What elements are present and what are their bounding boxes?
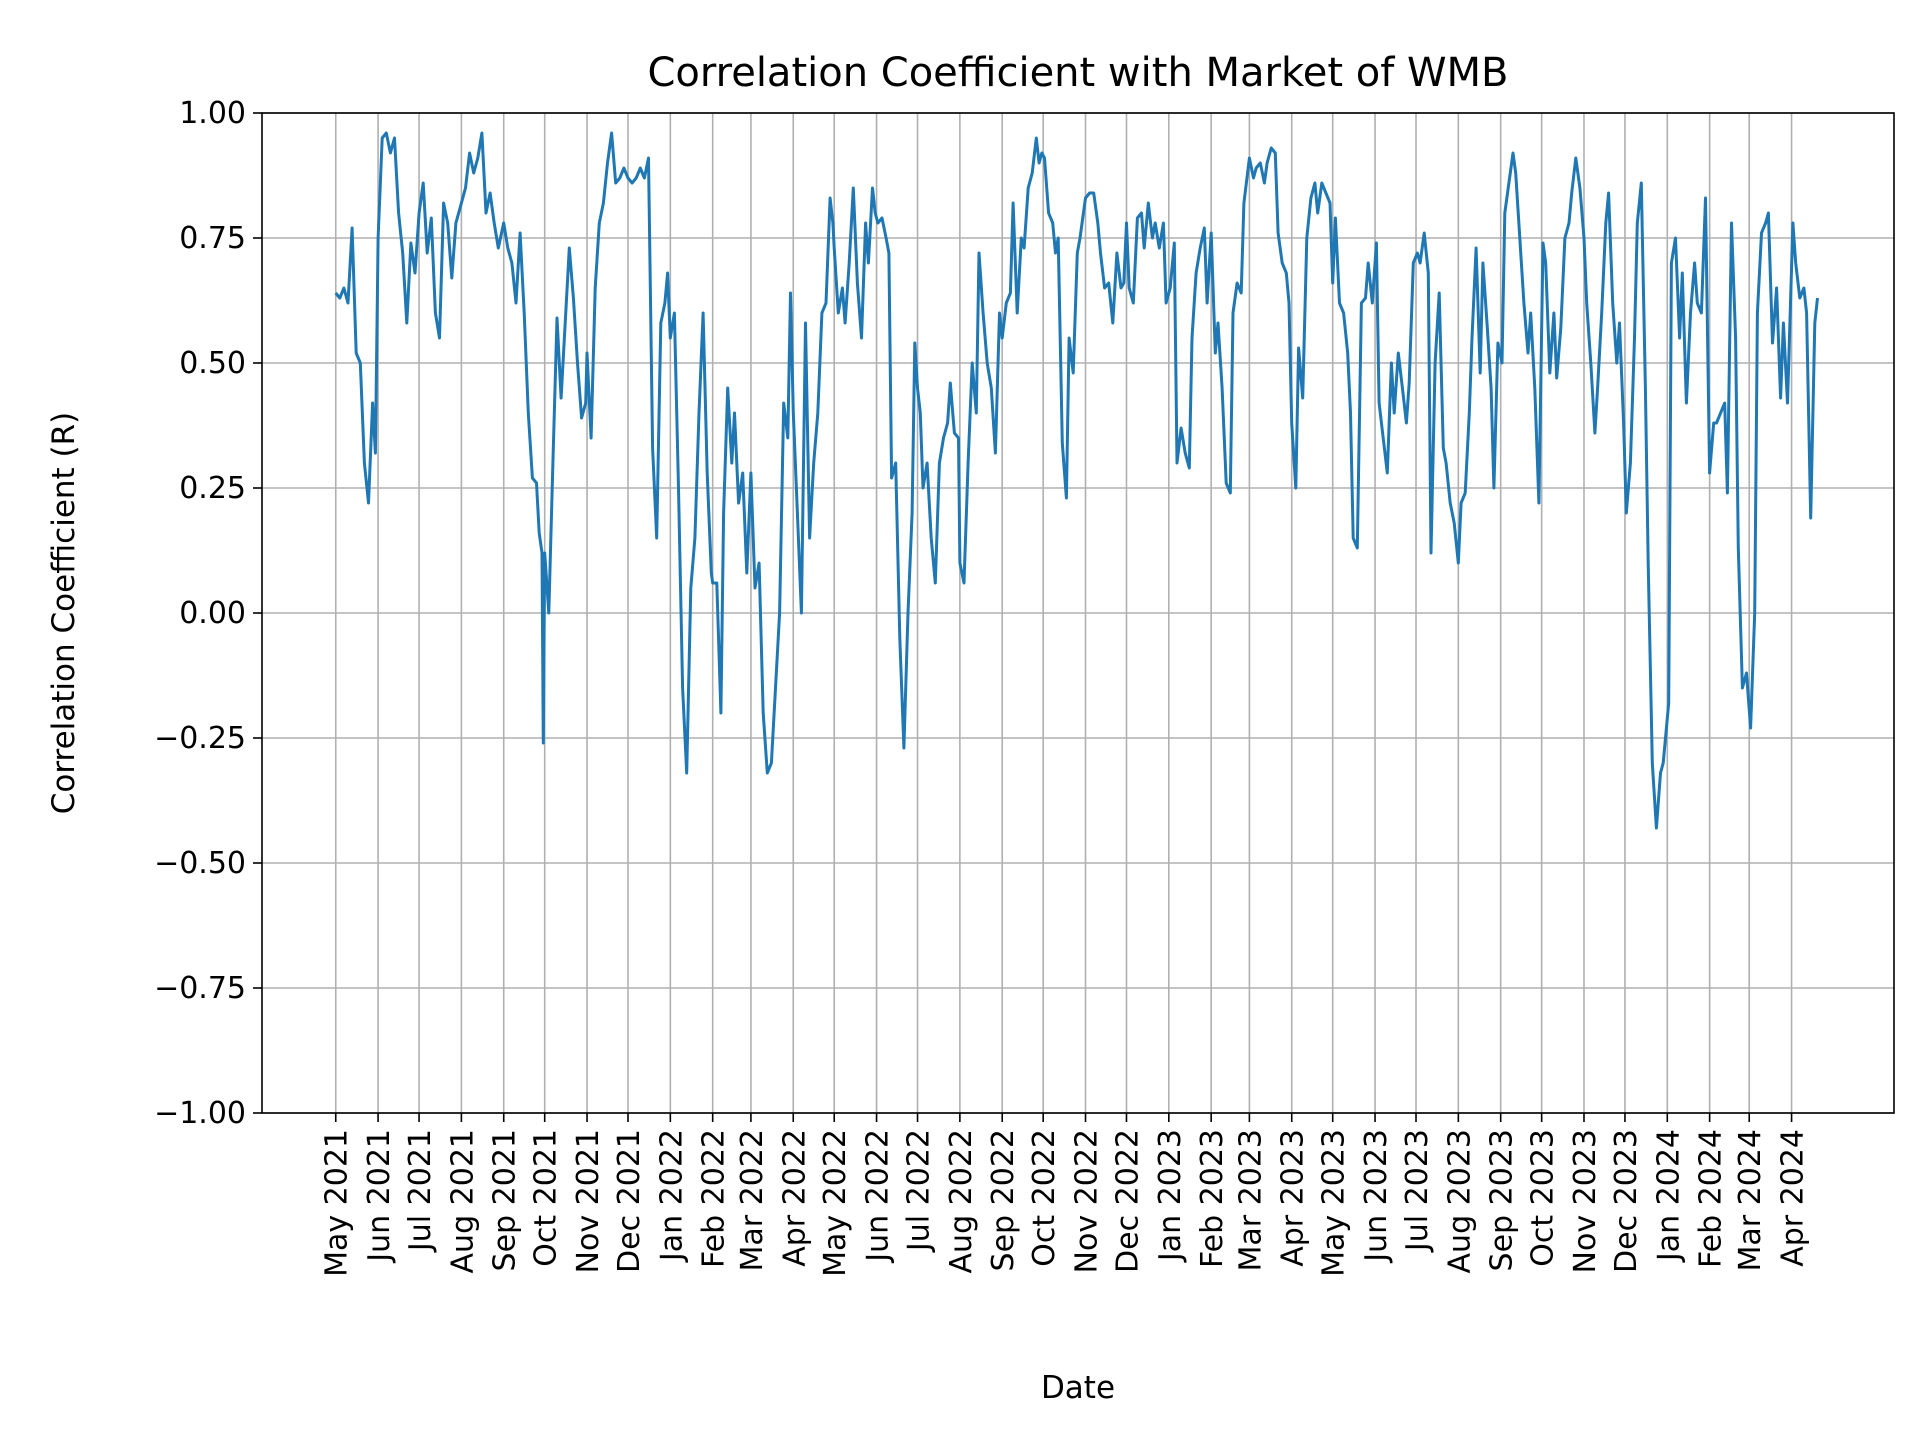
x-tick-label: May 2022 (818, 1129, 853, 1277)
x-tick-label: May 2021 (320, 1129, 355, 1277)
x-tick-label: Feb 2022 (697, 1129, 732, 1268)
y-axis-label: Correlation Coefficient (R) (46, 412, 82, 815)
x-tick-label: Feb 2023 (1195, 1129, 1230, 1268)
y-tick-label: 1.00 (179, 96, 246, 131)
x-tick-label: Mar 2024 (1733, 1129, 1768, 1272)
y-tick-label: −1.00 (154, 1096, 246, 1131)
x-tick-label: Sep 2022 (986, 1129, 1021, 1271)
y-axis-ticks: −1.00 −0.75 −0.50 −0.25 0.00 0.25 0.50 0.75 1.00 (154, 96, 262, 1131)
x-tick-label: Jul 2023 (1400, 1129, 1435, 1253)
x-tick-label: Sep 2023 (1485, 1129, 1520, 1271)
x-tick-label: Oct 2022 (1027, 1129, 1062, 1267)
x-tick-label: Oct 2021 (529, 1129, 564, 1267)
y-tick-label: −0.75 (154, 971, 246, 1006)
y-tick-label: −0.25 (154, 721, 246, 756)
y-tick-label: −0.50 (154, 846, 246, 881)
x-tick-label: May 2023 (1317, 1129, 1352, 1277)
x-tick-label: Aug 2021 (445, 1129, 480, 1273)
x-tick-label: Dec 2022 (1110, 1129, 1145, 1273)
x-tick-label: Oct 2023 (1526, 1129, 1561, 1267)
x-tick-label: Nov 2022 (1070, 1129, 1105, 1273)
x-tick-label: Sep 2021 (488, 1129, 523, 1271)
x-tick-label: Jul 2021 (403, 1129, 438, 1253)
x-tick-label: Jan 2024 (1651, 1129, 1686, 1263)
x-tick-label: Nov 2021 (571, 1129, 606, 1273)
series-line (334, 131, 1819, 830)
x-tick-label: Jun 2021 (362, 1129, 397, 1264)
y-tick-label: 0.50 (179, 346, 246, 381)
x-tick-label: Dec 2021 (612, 1129, 647, 1273)
x-tick-label: Nov 2023 (1568, 1129, 1603, 1273)
x-tick-label: Dec 2023 (1609, 1129, 1644, 1273)
x-axis-label: Date (1041, 1370, 1115, 1406)
y-tick-label: 0.00 (179, 596, 246, 631)
x-tick-label: Jan 2022 (654, 1129, 689, 1263)
x-tick-label: Jun 2023 (1359, 1129, 1394, 1264)
x-tick-label: Jul 2022 (902, 1129, 937, 1253)
grid (262, 112, 1894, 1114)
x-tick-label: Mar 2023 (1233, 1129, 1268, 1272)
x-tick-label: Aug 2022 (944, 1129, 979, 1273)
x-axis-ticks: May 2021 Jun 2021 Jul 2021 Aug 2021 Sep 2021… (320, 1113, 1811, 1277)
x-tick-label: Apr 2024 (1776, 1129, 1811, 1267)
chart-title: Correlation Coefficient with Market of W… (648, 50, 1509, 96)
x-tick-label: Jan 2023 (1153, 1129, 1188, 1263)
x-tick-label: Apr 2022 (777, 1129, 812, 1267)
x-tick-label: Apr 2023 (1276, 1129, 1311, 1267)
y-tick-label: 0.75 (179, 221, 246, 256)
x-tick-label: Mar 2022 (735, 1129, 770, 1272)
x-tick-label: Feb 2024 (1694, 1129, 1729, 1268)
x-tick-label: Jun 2022 (861, 1129, 896, 1264)
y-tick-label: 0.25 (179, 471, 246, 506)
x-tick-label: Aug 2023 (1442, 1129, 1477, 1273)
